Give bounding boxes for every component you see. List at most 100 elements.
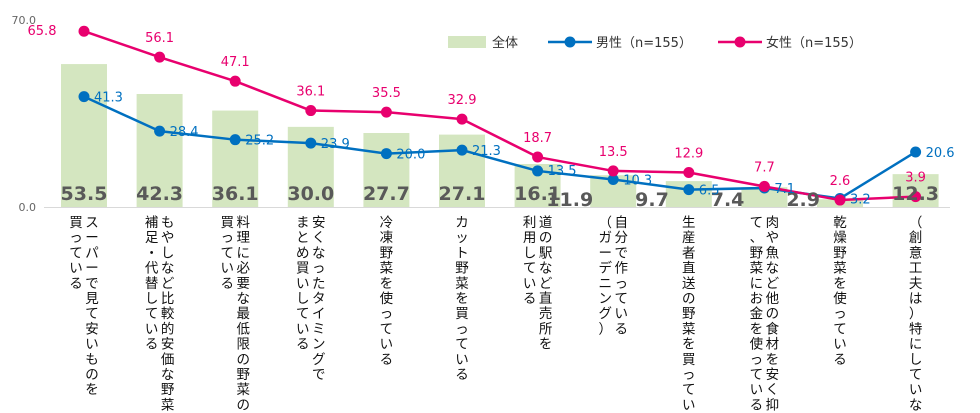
category-label-char: ン: [312, 337, 326, 353]
category-label-char: ス: [85, 215, 99, 231]
female-value-label: 7.7: [754, 160, 775, 175]
legend: 全体 男性（n=155） 女性（n=155）: [448, 35, 862, 51]
category-label-char: 他: [766, 291, 780, 307]
data-point: [758, 180, 770, 192]
category-label-char: 燥: [833, 230, 847, 246]
category-label-char: お: [750, 291, 764, 307]
category-label-char: 野: [682, 306, 696, 322]
category-label-char: 要: [236, 276, 250, 292]
category-label-char: め: [296, 245, 310, 261]
category-label-char: の: [539, 230, 553, 246]
category-label-char: 替: [145, 276, 159, 292]
category-label-char: ー: [85, 230, 99, 246]
category-labels: スーパーで見て安いものを買っているもやしなど比較的安価な野菜で補足・代替している…: [69, 215, 923, 413]
category-label-char: 所: [539, 321, 553, 337]
category-label-char: ど: [766, 276, 780, 292]
category-label-char: で: [312, 367, 326, 383]
category-label-char: ト: [455, 245, 469, 261]
category-label-char: 代: [145, 261, 159, 277]
category-label-char: な: [236, 291, 250, 307]
category-label-char: た: [312, 276, 326, 292]
category-label-char: 送: [682, 276, 696, 292]
category-label-char: 買: [296, 261, 310, 277]
category-label-char: と: [296, 230, 310, 246]
category-label-char: て: [380, 321, 394, 337]
data-point: [456, 144, 468, 156]
data-point: [910, 191, 922, 203]
bar-value-label: 7.4: [711, 189, 745, 211]
data-point: [607, 173, 619, 185]
category-label-char: る: [220, 276, 234, 292]
category-label-char: 材: [766, 337, 780, 353]
category-label-char: 意: [909, 244, 923, 261]
category-label-char: の: [236, 397, 250, 413]
category-label-char: 比: [161, 291, 175, 307]
female-value-label: 2.6: [830, 174, 851, 189]
category-label-char: い: [145, 321, 159, 337]
category-label-char: 菜: [236, 382, 250, 398]
category-label-char: 産: [682, 230, 696, 246]
category-label-char: 理: [236, 230, 250, 246]
bar: [61, 64, 107, 207]
category-label-char: ン: [598, 291, 612, 307]
category-label-char: し: [145, 291, 159, 307]
category-label-char: い: [523, 276, 537, 292]
category-label-char: ッ: [455, 230, 469, 246]
category-label-char: て: [833, 321, 847, 337]
category-label-char: 魚: [766, 245, 780, 261]
category-label-char: て: [69, 245, 83, 261]
category-label-char: 抑: [766, 397, 780, 413]
category-label-char: い: [85, 337, 99, 353]
category-label-char: で: [614, 245, 628, 261]
category-label-char: て: [85, 306, 99, 322]
legend-marker-female: [734, 36, 746, 48]
category-label-char: 使: [750, 336, 764, 353]
female-value-label: 36.1: [296, 85, 325, 100]
category-label-char: し: [161, 245, 175, 261]
category-label-char: を: [833, 276, 847, 292]
category-label-char: て: [523, 261, 537, 277]
category-label-char: 野: [833, 245, 847, 261]
bar-value-label: 11.9: [546, 189, 593, 211]
category-label-char: る: [523, 291, 537, 307]
category-label-char: ま: [296, 215, 310, 231]
category-label-char: い: [455, 352, 469, 368]
bar: [136, 93, 183, 207]
category-label-char: て: [909, 367, 923, 383]
category-label-char: 菜: [161, 397, 175, 413]
category-label-char: て: [296, 306, 310, 322]
category-label-char: 菜: [455, 276, 469, 292]
category-label-char: ー: [85, 261, 99, 277]
category-label-char: を: [455, 291, 469, 307]
category-label-char: 利: [523, 215, 537, 231]
category-label-char: を: [539, 337, 553, 353]
category-label-char: の: [682, 291, 696, 307]
category-label-char: に: [236, 245, 250, 261]
series-line: [83, 30, 916, 202]
category-label-char: 野: [750, 245, 764, 261]
bar: [212, 110, 259, 207]
category-label-char: る: [380, 352, 394, 368]
category-label-char: ー: [598, 245, 612, 261]
category-label-char: ニ: [598, 276, 612, 292]
y-axis: 70.0 0.0: [12, 14, 950, 214]
category-label-char: る: [833, 352, 847, 368]
bar-series-overall: [61, 64, 939, 207]
category-label-char: 特: [909, 321, 923, 337]
category-label-char: 料: [236, 215, 250, 231]
male-value-label: 25.2: [245, 134, 274, 149]
category-label-char: い: [614, 306, 628, 322]
line-series-female: [78, 25, 922, 206]
category-label-char: る: [296, 337, 310, 353]
category-label-char: も: [161, 215, 175, 231]
data-labels: 53.5 42.3 36.1 30.0 27.7 27.1 16.111.9 9.7 7.4 2.…: [28, 24, 955, 211]
category-label-char: グ: [598, 306, 612, 322]
male-value-label: 20.6: [926, 146, 955, 161]
data-point: [229, 75, 241, 87]
category-label-char: 的: [161, 321, 175, 337]
category-label-char: に: [909, 337, 923, 353]
category-label-char: 野: [236, 367, 250, 383]
category-label-char: タ: [312, 291, 326, 307]
category-label-char: し: [296, 291, 310, 307]
category-label-char: 安: [85, 321, 99, 337]
